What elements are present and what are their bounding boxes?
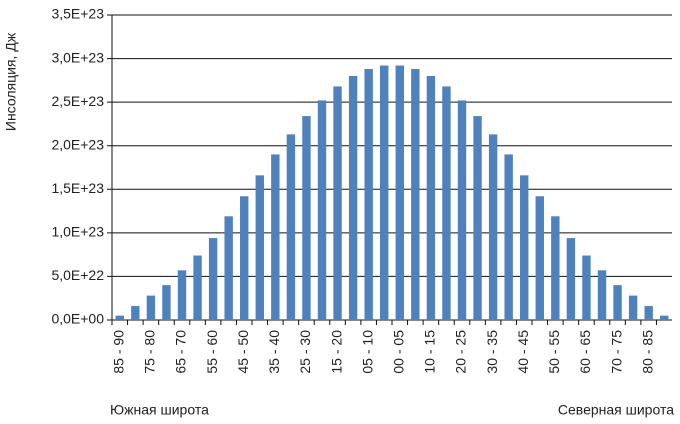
bar: [613, 285, 622, 320]
x-tick-label: 30 - 35: [484, 330, 500, 374]
x-tick-label: 70 - 75: [608, 330, 624, 374]
bar: [660, 315, 669, 320]
bar: [286, 134, 296, 320]
x-tick-label: 55 - 60: [204, 330, 220, 374]
x-tick-label: 65 - 70: [173, 330, 189, 374]
y-tick-label: 3,0E+23: [51, 49, 104, 65]
bar: [255, 175, 264, 320]
bar: [473, 116, 482, 320]
bar: [177, 270, 187, 320]
x-tick-label: 40 - 45: [515, 330, 531, 374]
bar: [395, 65, 404, 321]
x-tick-label: 10 - 15: [422, 330, 438, 374]
bar: [597, 270, 607, 320]
bar: [488, 134, 498, 320]
x-tick-label: 00 - 05: [390, 330, 406, 374]
bar: [146, 295, 156, 320]
x-tick-label: 75 - 80: [142, 330, 158, 374]
bar: [115, 315, 124, 320]
x-tick-label: 20 - 25: [453, 330, 469, 374]
bar: [411, 69, 420, 321]
bar: [504, 154, 513, 320]
bar: [208, 238, 218, 320]
x-tick-label: 35 - 40: [266, 330, 282, 374]
bar: [131, 306, 140, 320]
bar: [457, 100, 467, 321]
x-tick-label: 60 - 65: [577, 330, 593, 374]
y-tick-label: 1,5E+23: [51, 180, 104, 196]
y-tick-label: 0,0E+00: [51, 311, 104, 327]
bar: [380, 65, 389, 321]
bar: [333, 86, 342, 320]
y-tick-label: 3,5E+23: [51, 6, 104, 22]
x-axis-label-right: Северная широта: [558, 402, 674, 418]
y-tick-label: 5,0E+22: [51, 267, 104, 283]
bar: [193, 255, 202, 320]
y-tick-label: 2,5E+23: [51, 93, 104, 109]
x-axis-label-left: Южная широта: [110, 402, 209, 418]
bar: [644, 306, 653, 320]
bar: [271, 154, 280, 320]
bar: [364, 69, 373, 321]
bar: [240, 196, 249, 320]
bar: [566, 238, 576, 320]
x-tick-label: 15 - 20: [328, 330, 344, 374]
bar: [317, 100, 327, 321]
x-tick-label: 85 - 90: [110, 330, 126, 374]
bar: [582, 255, 591, 320]
y-tick-label: 2,0E+23: [51, 136, 104, 152]
bar: [348, 76, 358, 320]
x-tick-label: 50 - 55: [546, 330, 562, 374]
y-axis-label: Инсоляция, Дж: [3, 32, 19, 131]
bar: [162, 285, 171, 320]
bar: [426, 76, 436, 320]
x-tick-label: 45 - 50: [235, 330, 251, 374]
bar: [535, 196, 544, 320]
y-tick-label: 1,0E+23: [51, 224, 104, 240]
bar: [551, 216, 560, 320]
x-tick-label: 80 - 85: [639, 330, 655, 374]
x-tick-label: 05 - 10: [359, 330, 375, 374]
bar: [224, 216, 233, 320]
bar: [520, 175, 529, 320]
bar: [628, 295, 638, 320]
bar: [442, 86, 451, 320]
bar: [302, 116, 311, 320]
x-tick-label: 25 - 30: [297, 330, 313, 374]
